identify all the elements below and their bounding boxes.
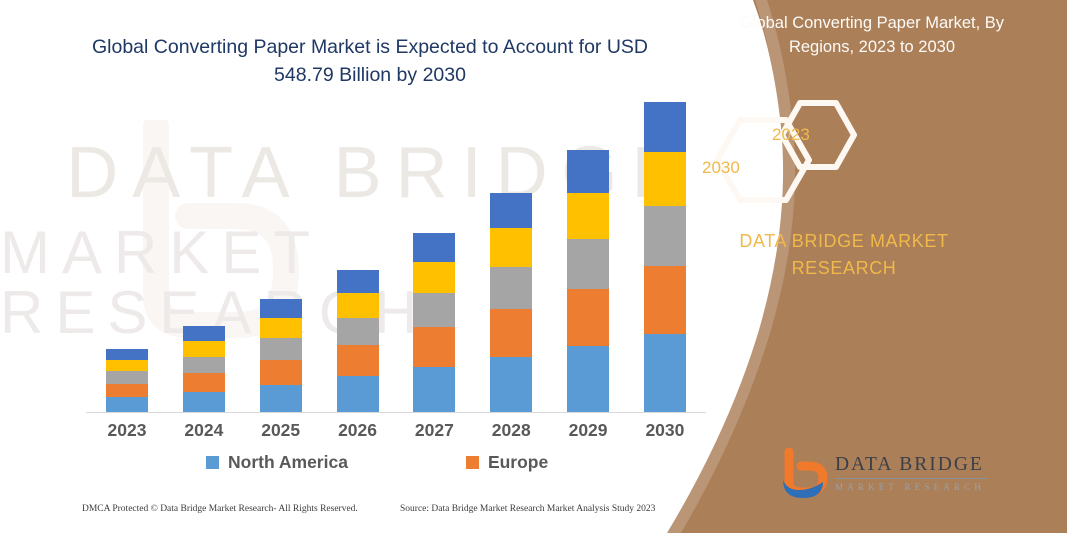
bar-segment-europe — [567, 288, 610, 347]
legend-label: North America — [228, 452, 348, 472]
bar-segment-middle-east-and-africa — [413, 232, 456, 262]
bar-segment-europe — [643, 265, 686, 334]
bar-segment-asia-pacific — [336, 318, 379, 346]
stacked-bar — [336, 270, 379, 413]
legend-swatch-icon — [206, 456, 219, 469]
x-axis-label-2023: 2023 — [107, 420, 147, 440]
bar-segment-north-america — [490, 356, 533, 413]
bar-segment-south-america — [182, 341, 225, 357]
bar-segment-europe — [490, 308, 533, 357]
left-panel: Global Converting Paper Market is Expect… — [86, 36, 706, 473]
chart-x-axis-line — [86, 412, 706, 413]
bar-segment-middle-east-and-africa — [182, 326, 225, 341]
bar-segment-north-america — [413, 367, 456, 413]
bar-column-2027 — [401, 232, 467, 413]
bar-segment-north-america — [259, 384, 302, 413]
bar-segment-asia-pacific — [413, 293, 456, 328]
hexagon-group — [687, 100, 947, 210]
bar-segment-asia-pacific — [490, 266, 533, 309]
logo-wordmark: DATA BRIDGE MARKET RESEARCH — [835, 454, 987, 492]
bar-segment-north-america — [336, 376, 379, 413]
bar-segment-europe — [413, 327, 456, 368]
bar-segment-middle-east-and-africa — [259, 299, 302, 319]
bar-column-2024 — [171, 326, 237, 413]
legend-label: Europe — [487, 452, 549, 472]
bar-column-2029 — [555, 150, 621, 413]
logo-main-text: DATA BRIDGE — [835, 454, 984, 475]
x-axis-label-2030: 2030 — [645, 420, 685, 440]
x-axis-label-2029: 2029 — [568, 420, 608, 440]
x-axis-label-2028: 2028 — [491, 420, 531, 440]
right-panel-title: Global Converting Paper Market, By Regio… — [739, 14, 1005, 56]
chart-legend: North America Europe — [86, 452, 706, 473]
bar-segment-europe — [182, 373, 225, 393]
right-panel-background — [667, 0, 1067, 533]
bar-column-2030 — [632, 102, 698, 413]
stacked-bar — [106, 349, 148, 413]
page-title: Global Converting Paper Market is Expect… — [91, 36, 649, 86]
bar-segment-europe — [259, 359, 302, 385]
right-panel-content: Global Converting Paper Market, By Regio… — [667, 0, 1067, 533]
logo-mark-icon — [783, 447, 828, 498]
stacked-bar — [259, 299, 302, 413]
logo-sub-text: MARKET RESEARCH — [835, 482, 986, 493]
stacked-bar — [413, 232, 456, 413]
bar-segment-middle-east-and-africa — [567, 150, 610, 193]
stacked-bar — [182, 326, 225, 413]
chart-bars-container — [86, 100, 706, 413]
stacked-bar — [490, 192, 533, 413]
bar-segment-middle-east-and-africa — [643, 102, 686, 153]
bar-column-2028 — [478, 192, 544, 413]
bar-segment-middle-east-and-africa — [336, 270, 379, 294]
bar-segment-asia-pacific — [182, 356, 225, 374]
bar-column-2026 — [325, 270, 391, 413]
bar-segment-middle-east-and-africa — [106, 349, 148, 360]
bar-segment-north-america — [567, 346, 610, 413]
bar-segment-asia-pacific — [259, 337, 302, 360]
bar-segment-south-america — [413, 261, 456, 294]
bar-segment-middle-east-and-africa — [490, 192, 533, 229]
legend-item-europe[interactable]: Europe — [465, 452, 549, 473]
hexagon-2023 — [779, 100, 857, 170]
stacked-bar — [643, 102, 686, 413]
bar-segment-north-america — [106, 397, 148, 413]
x-axis-label-2026: 2026 — [338, 420, 377, 440]
bar-segment-south-america — [490, 228, 533, 267]
bar-segment-south-america — [106, 359, 148, 372]
right-panel — [667, 0, 1067, 533]
bar-column-2023 — [94, 349, 160, 413]
legend-swatch-icon — [465, 456, 479, 469]
hexagon-svg — [714, 100, 857, 203]
footer-source-text: Source: Data Bridge Market Research Mark… — [400, 504, 656, 514]
stacked-bar-chart — [86, 100, 706, 413]
hexagon-2030 — [714, 117, 812, 203]
bar-segment-north-america — [182, 392, 225, 413]
x-axis-label-2025: 2025 — [261, 420, 301, 440]
bar-segment-south-america — [259, 318, 302, 338]
chart-x-axis-labels: 2023 2024 2025 2026 2027 2028 2029 2030 — [86, 420, 706, 441]
footer: DMCA Protected © Data Bridge Market Rese… — [0, 495, 727, 533]
x-axis-label-2027: 2027 — [414, 420, 454, 440]
bar-segment-asia-pacific — [106, 371, 148, 384]
bar-segment-south-america — [567, 192, 610, 239]
bar-segment-south-america — [643, 152, 686, 207]
company-logo: DATA BRIDGE MARKET RESEARCH — [777, 447, 1027, 510]
bar-segment-north-america — [643, 333, 686, 413]
brand-name: DATA BRIDGE MARKET RESEARCH — [739, 231, 949, 278]
bar-segment-asia-pacific — [567, 238, 610, 289]
bar-segment-europe — [106, 383, 148, 398]
legend-item-north-america[interactable]: North America — [206, 452, 348, 473]
bar-segment-asia-pacific — [643, 206, 686, 266]
bar-segment-south-america — [336, 293, 379, 319]
x-axis-label-2024: 2024 — [184, 420, 224, 440]
footer-dmca-text: DMCA Protected © Data Bridge Market Rese… — [82, 504, 358, 514]
logo-divider — [835, 478, 987, 480]
stacked-bar — [567, 150, 610, 413]
bar-segment-europe — [336, 345, 379, 377]
bar-column-2025 — [248, 299, 314, 413]
